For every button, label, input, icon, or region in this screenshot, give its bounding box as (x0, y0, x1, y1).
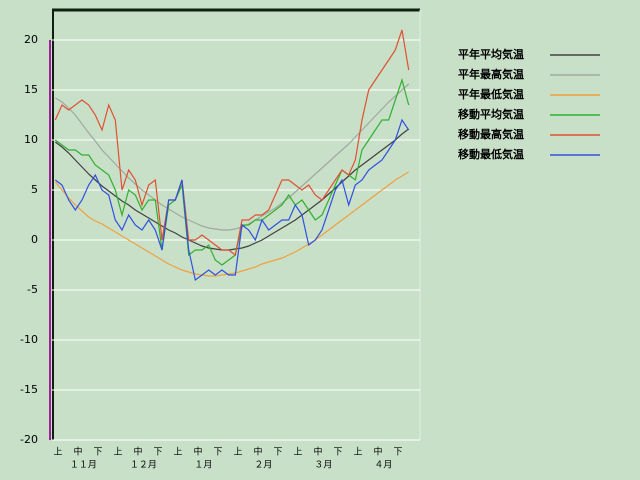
legend-label: 移動平均気温 (458, 107, 524, 121)
x-tick-label: 中 (313, 446, 322, 458)
x-tick-label: 中 (193, 446, 202, 458)
x-tick-label: 下 (93, 448, 102, 458)
x-tick-label: 下 (213, 448, 222, 458)
series-line (54, 29, 410, 257)
series-line (54, 128, 410, 251)
x-tick-label: 上 (233, 447, 242, 458)
x-tick-label: 下 (393, 448, 402, 458)
x-tick-label: 中 (373, 446, 382, 458)
x-tick-label: 下 (333, 448, 342, 458)
series-line (54, 171, 410, 277)
series-line (54, 77, 410, 266)
x-tick-label: 中 (253, 446, 262, 458)
x-tick-label: 下 (153, 448, 162, 458)
legend-label: 平年最高気温 (458, 67, 524, 81)
x-group-label: ３月 (314, 460, 332, 471)
y-tick-label: 15 (24, 83, 38, 96)
x-tick-label: 上 (293, 447, 302, 458)
legend-label: 平年最低気温 (458, 87, 524, 101)
x-group-label: １月 (194, 460, 212, 471)
x-group-label: １２月 (130, 460, 157, 471)
y-tick-label: 20 (24, 33, 38, 46)
legend-label: 平年平均気温 (458, 47, 524, 61)
x-group-label: １１月 (70, 460, 97, 471)
x-group-label: ２月 (254, 460, 272, 471)
x-tick-label: 上 (173, 447, 182, 458)
y-tick-label: -20 (20, 433, 38, 446)
y-tick-label: -5 (27, 283, 38, 296)
y-tick-label: 10 (24, 133, 38, 146)
x-tick-label: 中 (73, 446, 82, 458)
legend-label: 移動最高気温 (458, 127, 524, 141)
y-tick-label: 5 (31, 183, 38, 196)
x-tick-label: 上 (113, 447, 122, 458)
series-line (54, 83, 410, 231)
y-tick-label: -10 (20, 333, 38, 346)
y-tick-label: 0 (31, 233, 38, 246)
y-tick-label: -15 (20, 383, 38, 396)
series-line (54, 118, 410, 282)
legend-label: 移動最低気温 (458, 147, 524, 161)
x-tick-label: 上 (53, 447, 62, 458)
x-tick-label: 下 (273, 448, 282, 458)
x-tick-label: 中 (133, 446, 142, 458)
x-tick-label: 上 (353, 447, 362, 458)
x-group-label: ４月 (374, 460, 392, 471)
